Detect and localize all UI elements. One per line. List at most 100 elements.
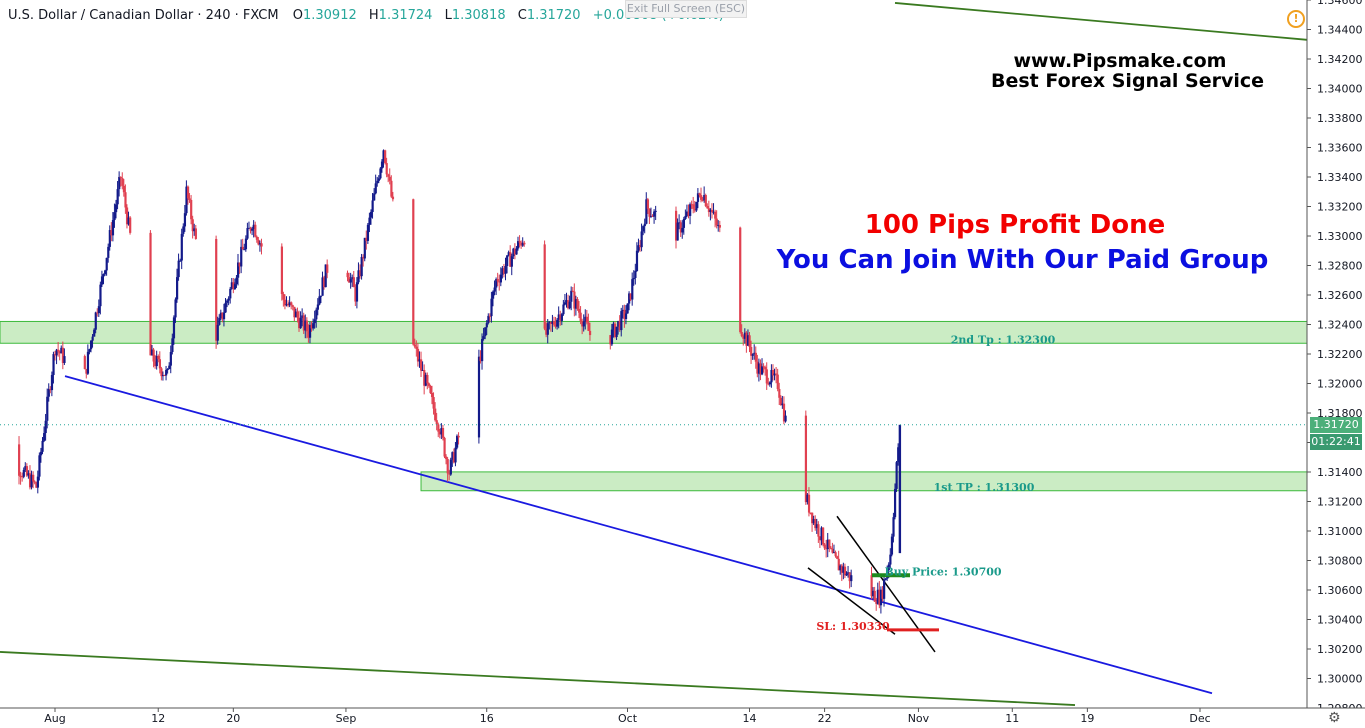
candle-body <box>163 375 166 377</box>
candle-body <box>443 437 446 457</box>
candle-body <box>477 356 481 438</box>
candle-body <box>776 374 779 389</box>
candle-body <box>440 428 443 435</box>
open-label: O <box>292 8 303 23</box>
candle-body <box>895 462 898 489</box>
candle-body <box>83 356 86 370</box>
candle-body <box>310 324 313 329</box>
candle-body <box>116 189 119 205</box>
candle-body <box>817 524 820 537</box>
candle-body <box>129 217 132 233</box>
candle-body <box>579 312 582 322</box>
candle-body <box>238 262 241 267</box>
brand-url: www.Pipsmake.com <box>1013 50 1227 72</box>
exit-fullscreen-hint[interactable]: Exit Full Screen (ESC) <box>625 0 747 18</box>
candle-body <box>645 199 648 224</box>
candle-body <box>161 375 165 377</box>
candle-body <box>155 356 158 367</box>
candle-body <box>218 318 221 325</box>
candle-body <box>251 229 254 231</box>
candle-body <box>562 304 565 315</box>
candle-body <box>640 231 643 248</box>
gear-icon[interactable]: ⚙ <box>1328 710 1341 726</box>
candle-body <box>60 347 63 354</box>
candle-body <box>814 519 817 529</box>
time-tick-label: 22 <box>818 712 832 725</box>
candle-body <box>685 211 689 216</box>
candle-body <box>233 284 237 290</box>
candle-body <box>216 324 219 341</box>
candle-body <box>424 374 427 386</box>
candle-body <box>543 244 546 329</box>
candle-body <box>820 527 823 541</box>
candle-body <box>215 238 218 341</box>
candle-body <box>588 330 592 336</box>
candle-body <box>244 238 248 250</box>
candle-body <box>559 314 562 321</box>
candle-body <box>839 565 842 571</box>
candle-body <box>689 204 692 216</box>
candle-body <box>302 315 305 331</box>
candle-body <box>355 282 359 302</box>
candlesticks <box>0 149 1307 614</box>
candle-body <box>649 215 653 217</box>
candle-body <box>21 476 24 478</box>
trade-annotation-label: 2nd Tp : 1.32300 <box>951 333 1056 346</box>
candle-body <box>703 195 706 201</box>
brand-tagline: Best Forex Signal Service <box>990 70 1265 92</box>
warning-icon[interactable]: ! <box>1287 10 1305 28</box>
candle-body <box>836 556 839 559</box>
candle-body <box>753 352 756 355</box>
candle-body <box>96 312 99 314</box>
candle-body <box>632 277 635 280</box>
candle-body <box>498 281 501 283</box>
price-axis[interactable]: 1.298001.300001.302001.304001.306001.308… <box>1306 0 1365 715</box>
candle-body <box>46 396 49 421</box>
candle-body <box>457 435 460 438</box>
candle-body <box>584 316 587 322</box>
candle-body <box>371 200 374 212</box>
price-tick-label: 1.33000 <box>1317 230 1363 243</box>
candle-body <box>154 361 157 367</box>
candle-body <box>578 308 581 313</box>
candle-body <box>110 230 113 236</box>
candle-body <box>520 242 523 246</box>
candle-body <box>637 245 640 251</box>
candle-body <box>188 198 191 200</box>
lower-channel-line <box>0 651 1076 706</box>
candle-body <box>257 239 260 245</box>
candle-body <box>557 314 560 320</box>
candle-body <box>152 349 155 362</box>
breakout-candle <box>898 424 902 554</box>
candle-body <box>502 268 506 274</box>
candle-body <box>246 228 249 239</box>
candle-body <box>490 298 493 317</box>
candle-body <box>879 589 883 606</box>
candle-body <box>35 482 38 488</box>
candle-body <box>770 369 773 383</box>
candle-body <box>160 368 163 377</box>
candle-body <box>435 420 438 425</box>
candle-body <box>482 336 485 340</box>
trade-annotation-label: SL: 1.30330 <box>816 620 890 633</box>
candle-body <box>612 323 615 330</box>
candle-body <box>742 336 745 339</box>
candle-body <box>158 359 162 369</box>
candle-body <box>369 211 373 218</box>
candle-body <box>712 211 715 213</box>
candle-body <box>229 288 232 299</box>
candle-body <box>815 524 818 529</box>
candle-body <box>881 589 884 599</box>
candle-body <box>585 316 589 323</box>
time-axis[interactable]: Aug 12 20 Sep 16 Oct 14 22 Nov 11 19 Dec <box>0 707 1365 728</box>
candle-body <box>85 369 88 374</box>
candle-body <box>241 246 244 250</box>
candle-body <box>573 291 576 309</box>
candle-body <box>512 248 515 257</box>
upper-channel-line <box>894 2 1308 41</box>
low-value: 1.30818 <box>451 8 506 23</box>
candle-body <box>842 566 845 573</box>
candle-body <box>773 373 776 376</box>
candle-body <box>624 313 628 320</box>
